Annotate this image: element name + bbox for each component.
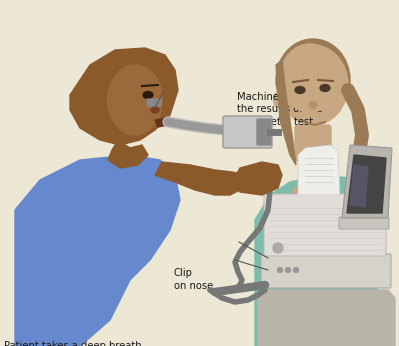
Circle shape xyxy=(219,288,226,294)
Circle shape xyxy=(261,282,269,289)
Circle shape xyxy=(251,283,258,290)
Polygon shape xyxy=(108,140,148,168)
FancyBboxPatch shape xyxy=(339,217,389,229)
FancyBboxPatch shape xyxy=(257,119,271,145)
FancyBboxPatch shape xyxy=(264,194,386,256)
Text: Machine records
the results of the
spirometry test: Machine records the results of the spiro… xyxy=(237,92,323,127)
Circle shape xyxy=(248,283,255,290)
Polygon shape xyxy=(155,162,248,195)
FancyBboxPatch shape xyxy=(295,125,331,161)
Circle shape xyxy=(222,287,229,294)
Circle shape xyxy=(233,285,239,293)
Polygon shape xyxy=(70,48,178,145)
Circle shape xyxy=(227,286,234,293)
Polygon shape xyxy=(232,162,282,195)
Circle shape xyxy=(259,282,266,289)
Ellipse shape xyxy=(102,96,114,114)
Polygon shape xyxy=(155,118,172,127)
Circle shape xyxy=(243,284,250,291)
Text: Patient takes a deep breath
and blows as hard as possible
into tube: Patient takes a deep breath and blows as… xyxy=(4,341,154,346)
Ellipse shape xyxy=(273,92,282,108)
Circle shape xyxy=(286,267,290,273)
Polygon shape xyxy=(350,165,368,207)
FancyBboxPatch shape xyxy=(223,116,272,148)
Polygon shape xyxy=(342,145,392,218)
Polygon shape xyxy=(258,290,395,346)
Circle shape xyxy=(256,282,263,289)
Text: Clip
on nose: Clip on nose xyxy=(174,268,213,291)
Circle shape xyxy=(246,284,253,291)
Polygon shape xyxy=(347,155,386,213)
Circle shape xyxy=(254,283,261,290)
Polygon shape xyxy=(255,175,380,346)
Circle shape xyxy=(235,285,242,292)
Circle shape xyxy=(217,288,224,295)
Ellipse shape xyxy=(295,86,305,93)
FancyBboxPatch shape xyxy=(147,99,161,106)
Ellipse shape xyxy=(276,39,350,121)
Circle shape xyxy=(214,288,221,295)
Ellipse shape xyxy=(278,45,348,125)
Polygon shape xyxy=(15,155,180,346)
Ellipse shape xyxy=(320,84,330,91)
Circle shape xyxy=(225,286,232,294)
FancyBboxPatch shape xyxy=(261,254,391,288)
Ellipse shape xyxy=(151,107,159,113)
Polygon shape xyxy=(276,60,296,165)
Circle shape xyxy=(277,267,282,273)
Ellipse shape xyxy=(107,65,162,135)
Circle shape xyxy=(238,285,245,292)
Circle shape xyxy=(211,289,219,295)
Circle shape xyxy=(230,286,237,293)
Ellipse shape xyxy=(143,91,153,99)
Polygon shape xyxy=(298,145,340,195)
Ellipse shape xyxy=(280,44,340,112)
Text: Technician monitors
and encourages
patient during test: Technician monitors and encourages patie… xyxy=(265,341,365,346)
Circle shape xyxy=(294,267,298,273)
Circle shape xyxy=(273,243,283,253)
Polygon shape xyxy=(280,178,325,215)
Ellipse shape xyxy=(309,101,317,109)
Circle shape xyxy=(241,284,247,291)
